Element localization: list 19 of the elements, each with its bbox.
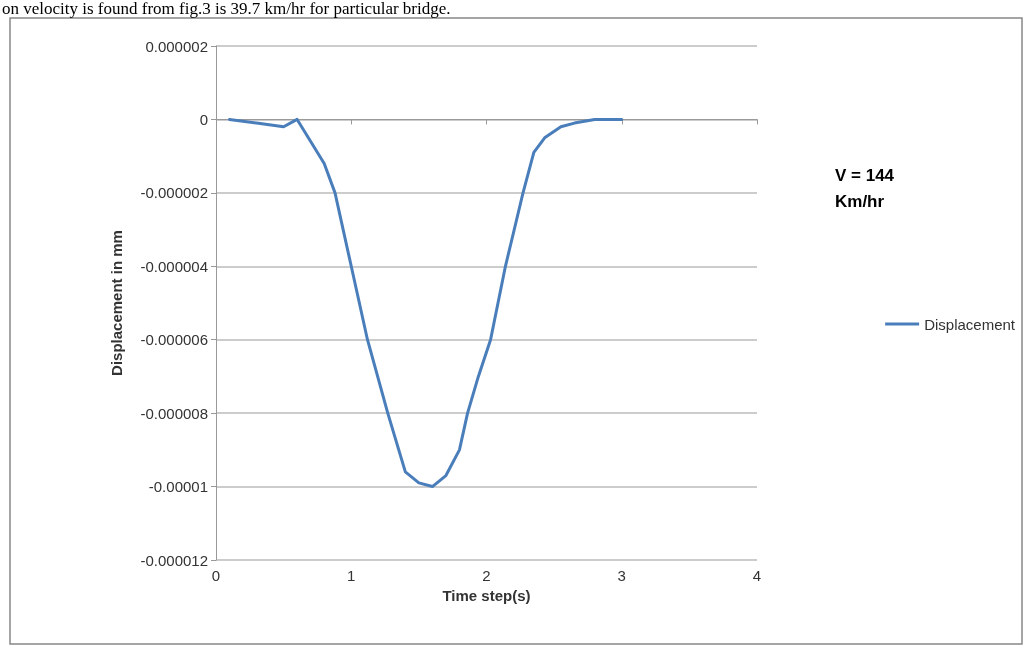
x-tick-label: 2 — [482, 567, 491, 584]
x-tick-label: 4 — [752, 567, 762, 584]
y-tick-label: 0.000002 — [145, 37, 208, 55]
y-tick-label: -0.000012 — [140, 551, 208, 569]
x-axis-title: Time step(s) — [442, 586, 531, 604]
x-tick-label: 0 — [211, 567, 221, 584]
x-tick-label: 3 — [617, 567, 626, 584]
y-tick-label: -0.000006 — [140, 331, 208, 349]
text: on velocity is found from fig.3 is 39.7 km/hr for particular bridge. — [2, 0, 451, 18]
y-tick-label: -0.000002 — [140, 184, 208, 202]
line-series — [228, 117, 624, 489]
legend-label: Displacement — [924, 315, 1016, 333]
y-axis-title: Displacement in mm — [108, 230, 125, 376]
y-tick-label: -0.00001 — [148, 478, 208, 496]
y-tick-label: -0.000008 — [140, 404, 208, 422]
x-tick-label: 1 — [347, 567, 356, 584]
y-tick-label: -0.000004 — [140, 257, 208, 275]
text: V = 144 Km/hr — [835, 165, 895, 211]
y-tick-label: 0 — [199, 110, 208, 128]
